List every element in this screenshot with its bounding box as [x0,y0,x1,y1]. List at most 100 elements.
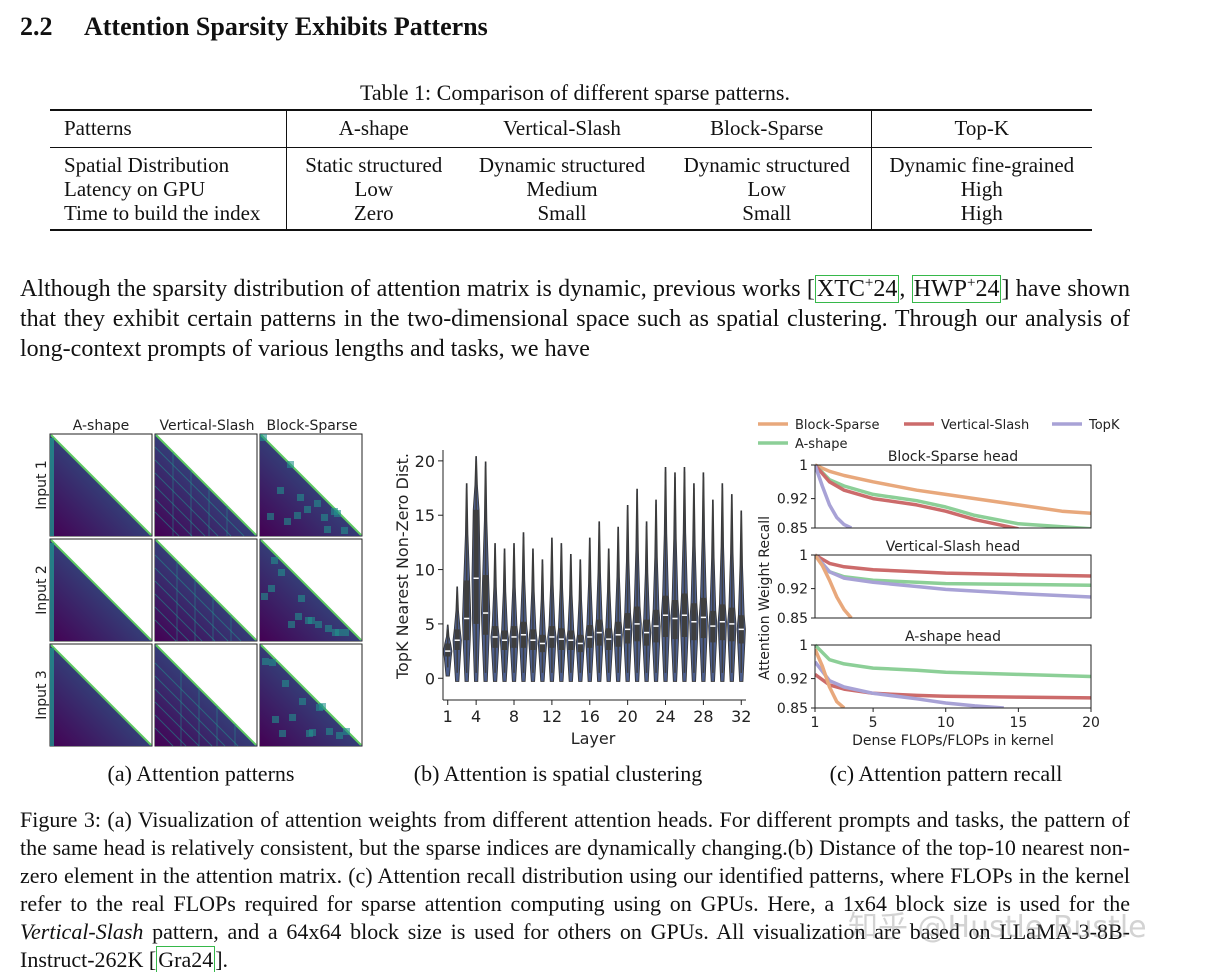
violin-layer-14 [566,553,576,682]
col-label-block-sparse: Block-Sparse [267,418,358,434]
violin-layer-18 [604,548,614,682]
x-tick-label: 20 [1082,715,1100,731]
legend-item-a-shape: A-shape [758,437,848,452]
y-tick-label: 0.92 [777,582,808,598]
heatmap-diagonal [50,644,152,746]
heatmap-slash-line [154,446,245,537]
x-tick-label: 5 [869,715,878,731]
x-axis-label: Layer [571,729,616,748]
violin-box [662,595,669,637]
patterns-table: Patterns A-shape Vertical-Slash Block-Sp… [50,109,1092,231]
recall-subplot-1: Block-Sparse head 0.85 0.92 1 [777,449,1092,537]
table-header-row: Patterns A-shape Vertical-Slash Block-Sp… [50,110,1092,148]
cite-sup: + [967,275,976,291]
violin-box [625,613,631,644]
recall-subplot-2: Vertical-Slash head 0.85 0.92 1 [777,539,1092,627]
violin-layer-25 [670,472,680,682]
x-axis-label: Dense FLOPs/FLOPs in kernel [852,733,1054,749]
violin-layer-32 [736,510,746,682]
heatmap-block [336,732,343,739]
violin-layer-4 [471,456,481,682]
legend-label: TopK [1088,418,1120,433]
table-cell: Dynamic structured [478,153,646,177]
paragraph-text: Although the sparsity distribution of at… [20,276,815,302]
violin-layer-29 [708,499,718,682]
subcaption-a: (a) Attention patterns [107,761,295,786]
series-line-block-sparse [815,463,1091,516]
table-caption: Table 1: Comparison of different sparse … [360,80,790,105]
violin-layer-24 [660,466,671,682]
violin-layer-31 [727,494,737,682]
heatmap-slash-line [154,459,232,537]
y-tick-label: 0.92 [777,492,808,508]
table-row: Time to build the index Zero Small Small… [50,201,1092,230]
heatmap-block [343,728,350,735]
citation-link-hwp24[interactable]: HWP+24 [911,275,1002,303]
subplot-title: Vertical-Slash head [886,539,1020,555]
cite-year: 24 [873,276,898,302]
header-a-shape: A-shape [338,116,409,140]
x-tick-label: 16 [580,707,600,726]
series-line-a-shape [815,463,1091,528]
pattern-recall-chart: Block-Sparse Vertical-Slash TopK A-shape At… [757,418,1120,749]
recall-subplots: Block-Sparse head0.850.921Vertical-Slash… [777,449,1100,731]
violin-layer-1 [443,624,453,677]
section-number: 2.2 [20,12,53,41]
citation-link-gra24[interactable]: Gra24 [156,946,216,972]
heatmap-diagonal [50,434,152,536]
heatmap-slash-line [154,619,177,642]
violin-box [464,580,470,641]
heatmap-block [287,461,294,468]
subcaption-c: (c) Attention pattern recall [829,761,1063,786]
table-cell: Time to build the index [50,201,287,230]
heatmap-sink-column [50,648,54,746]
heatmap-slash-line [154,472,219,537]
x-tick-label: 20 [617,707,637,726]
citation-link-xtc24[interactable]: XTC+24 [814,275,900,303]
series-line-topk [815,464,853,528]
heatmap-slash-line [154,511,180,537]
subplot-frame [814,554,1092,619]
violin-layer-19 [613,526,623,682]
series-line-topk [815,553,1091,599]
heatmap-block [295,613,302,620]
watermark: 知乎 @Hustle Bustle [848,910,1147,945]
series-line-a-shape [815,643,1091,679]
paragraph-text: ] have shown that they exhibit certain p… [20,276,1131,362]
violin-layer-20 [623,505,633,682]
heatmap-block [325,625,332,632]
table-cell: Small [663,201,872,230]
row-label-input-2: Input 2 [34,565,50,615]
violin-layer-10 [528,548,538,682]
heatmap-slash-line [154,580,216,642]
heatmap-a-shape-input-3 [49,643,153,747]
series-line-vertical-slash [815,672,1091,700]
heatmap-block [277,487,284,494]
heatmap-slash-line [154,593,203,642]
heatmap-block [331,508,338,515]
x-tick-label: 1 [811,715,820,731]
heatmap-vertical-slash-input-3 [154,643,258,747]
y-tick-label: 0.85 [777,701,808,717]
cite-sup: + [864,275,874,291]
heatmap-block [294,512,301,519]
legend-item-vertical-slash: Vertical-Slash [904,418,1029,433]
y-axis-label: Attention Weight Recall [757,516,773,680]
heatmap-slash-line [154,701,200,747]
heatmap-diagonal [155,434,257,536]
subcaption-b: (b) Attention is spatial clustering [413,761,703,786]
table-cell: High [960,201,1003,225]
violin-layer-11 [537,559,548,682]
heatmap-block [288,621,295,628]
heatmap-block-sparse-input-3 [259,643,363,747]
x-tick-label: 10 [937,715,955,731]
heatmap-slash-line [154,662,239,747]
heatmap-block [278,569,285,576]
heatmap-a-shape-input-1 [49,433,153,537]
heatmap-block [326,728,333,735]
legend-label: A-shape [795,437,848,452]
heatmap-vertical-slash-input-1 [154,433,258,537]
table-row: Latency on GPU Low Medium Low High [50,177,1092,201]
heatmap-block [332,629,339,636]
heatmap-block [268,585,275,592]
